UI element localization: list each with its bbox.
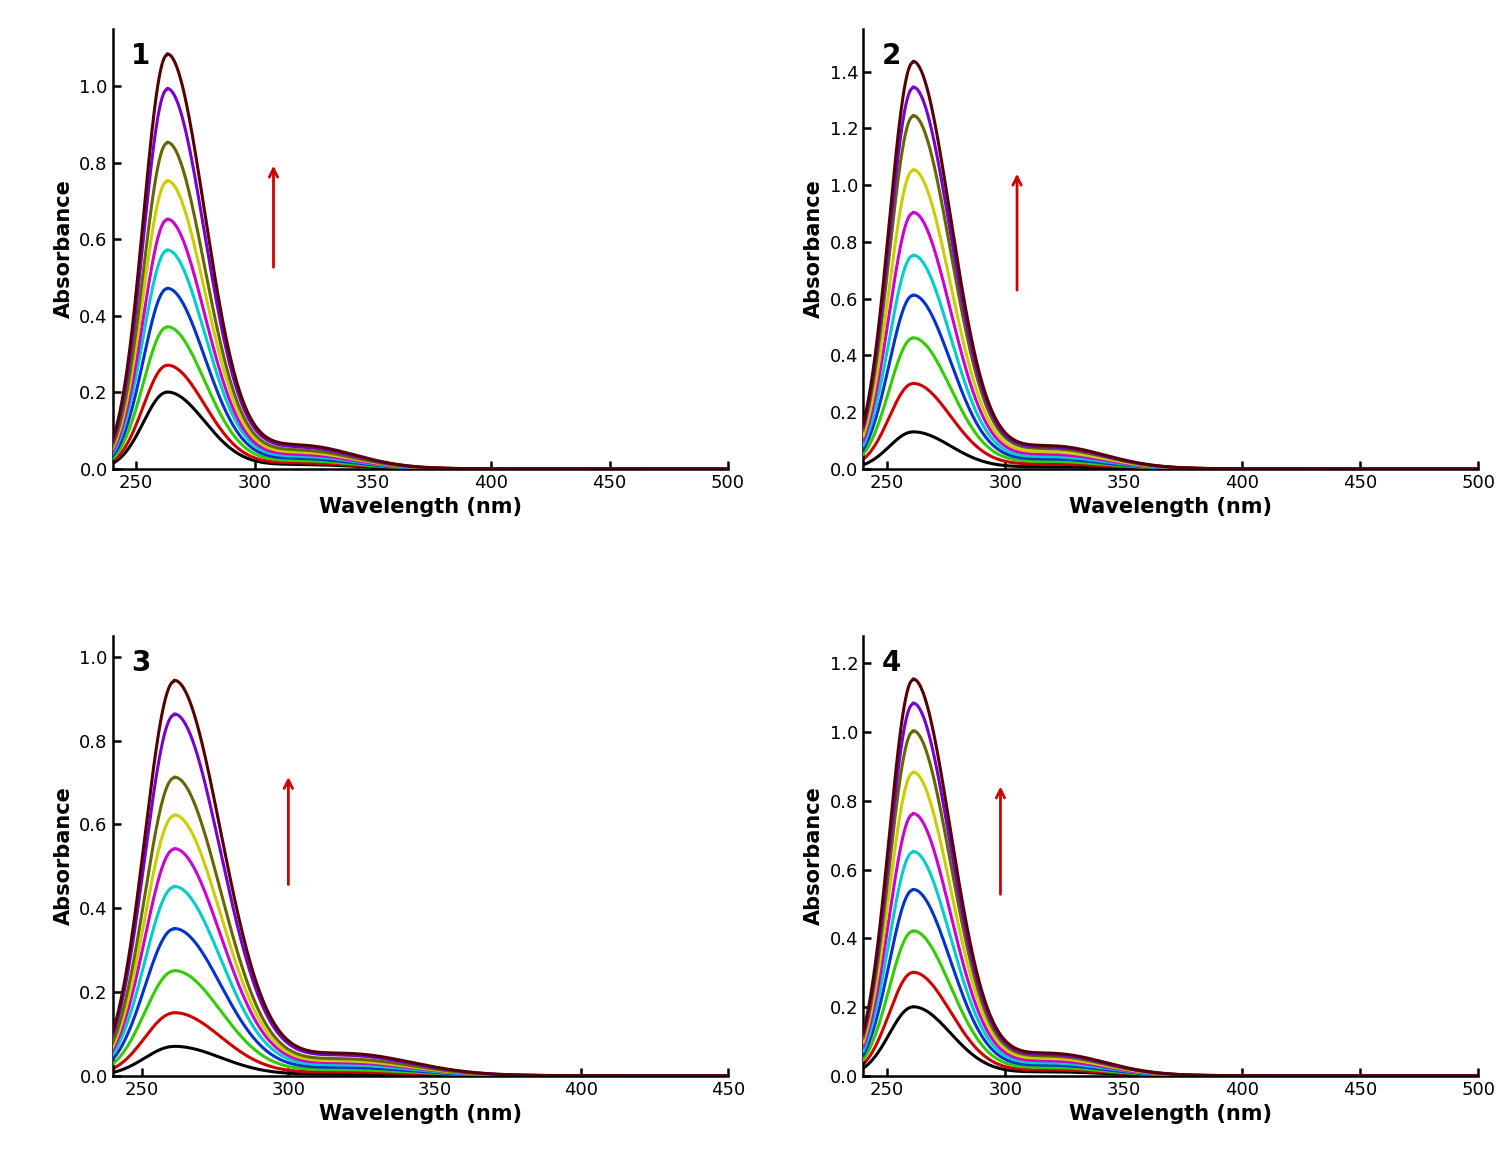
Text: 1: 1 bbox=[131, 42, 150, 70]
X-axis label: Wavelength (nm): Wavelength (nm) bbox=[318, 498, 522, 518]
Text: 4: 4 bbox=[881, 649, 901, 677]
X-axis label: Wavelength (nm): Wavelength (nm) bbox=[318, 1104, 522, 1125]
Y-axis label: Absorbance: Absorbance bbox=[54, 179, 74, 319]
Y-axis label: Absorbance: Absorbance bbox=[805, 786, 824, 926]
Text: 2: 2 bbox=[881, 42, 901, 70]
X-axis label: Wavelength (nm): Wavelength (nm) bbox=[1069, 1104, 1273, 1125]
Text: 3: 3 bbox=[131, 649, 150, 677]
Y-axis label: Absorbance: Absorbance bbox=[805, 179, 824, 319]
Y-axis label: Absorbance: Absorbance bbox=[54, 786, 74, 926]
X-axis label: Wavelength (nm): Wavelength (nm) bbox=[1069, 498, 1273, 518]
